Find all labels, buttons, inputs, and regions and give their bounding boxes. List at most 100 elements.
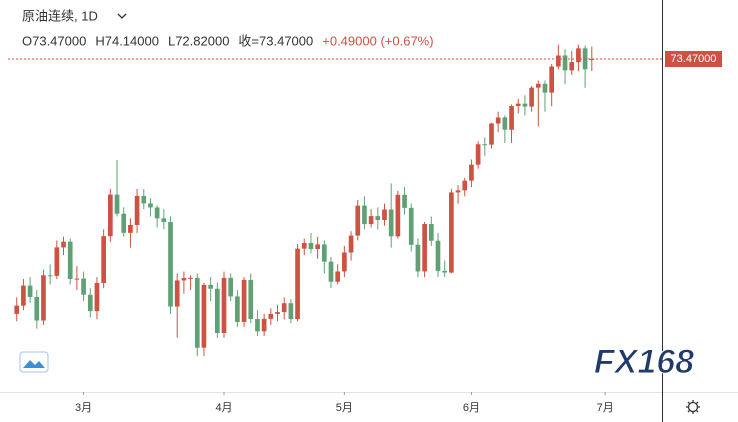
candle-body [321,244,327,262]
candle-body [449,192,454,273]
candle-body [255,319,260,332]
candle-body [241,279,247,322]
candle-body [422,224,427,272]
candle-body [455,190,461,193]
candle-body [54,247,60,276]
ohlc-stat: +0.49000 (+0.67%) [322,33,433,48]
candle-body [489,123,494,145]
candle-body [415,244,421,272]
candle-body [94,283,100,312]
candle-body [21,285,26,306]
candle-body [348,235,354,253]
candle-body [148,203,153,208]
candle-body [556,55,561,67]
candle-body [402,194,407,208]
candle-body [128,224,133,233]
candle-body [462,180,468,191]
candle-body [174,280,180,307]
candle-body [535,83,541,88]
last-price-box [665,50,722,67]
last-price-label: 73.47000 [671,53,717,65]
candle-body [268,313,274,319]
candle-body [408,207,414,245]
candle-body [208,284,213,289]
logo-icon [19,351,49,373]
candle-body [67,241,73,279]
candle-body [248,279,254,320]
candle-body [522,103,528,107]
candle-body [101,236,106,284]
candle-body [328,261,334,282]
candle-body [442,270,448,273]
candle-body [308,242,314,250]
candle-body [168,222,173,307]
candle-body [362,205,367,225]
candle-body [342,252,347,272]
candle-body [428,224,434,241]
candle-body [134,195,140,225]
candle-body [27,285,33,297]
candle-body [81,278,86,295]
candle-body [382,209,387,220]
candle-body [228,277,234,297]
x-tick-label: 4月 [215,402,232,414]
candle-body [529,87,534,107]
candle-body [221,277,227,334]
candle-body [589,58,595,60]
candle-body [275,312,280,314]
candle-body [87,294,93,312]
candle-body [61,241,66,248]
ohlc-stat: O73.47000 [22,33,86,48]
settings-icon[interactable] [686,400,700,414]
candle-body [495,117,501,124]
ohlc-stat: L72.82000 [168,33,229,48]
candle-body [515,103,521,107]
candle-body [295,248,300,320]
candle-body [482,144,488,146]
x-tick-label: 6月 [463,402,480,414]
candle-body [469,164,474,181]
candle-body [161,218,167,223]
candle-body [388,209,394,237]
candle-body [549,66,555,93]
candle-body [502,117,508,130]
candle-body [475,144,481,165]
watermark: FX168 [594,343,694,381]
candle-body [288,303,294,320]
candle-body [261,318,267,332]
candle-body [107,194,113,237]
candle-body [194,277,200,348]
candle-body [41,275,46,321]
candle-body [214,288,220,334]
candle-body [141,195,147,204]
candle-body [181,278,187,281]
candle-body [569,62,575,71]
chart-title: 原油连续, 1D [22,8,98,23]
candle-body [395,194,401,237]
candle-body [375,216,381,220]
ohlc-stat: 收=73.47000 [238,33,313,48]
candle-body [34,296,40,321]
candle-body [576,48,581,63]
candle-body [301,242,307,249]
candle-body [281,303,287,313]
dropdown-icon[interactable] [117,13,127,19]
candle-body [154,207,160,219]
ohlc-stat: H74.14000 [95,33,159,48]
candle-body [201,284,207,348]
candle-body [315,244,320,250]
candle-body [509,106,514,130]
candle-body [542,83,548,93]
candle-body [188,277,193,279]
candle-body [235,296,240,322]
candle-body [114,194,120,214]
candle-body [74,278,80,280]
candle-body [368,216,374,225]
x-tick-label: 5月 [336,402,353,414]
candle-body [435,240,441,271]
candle-body [355,205,361,236]
candle-body [562,55,568,71]
candle-body [47,275,53,277]
